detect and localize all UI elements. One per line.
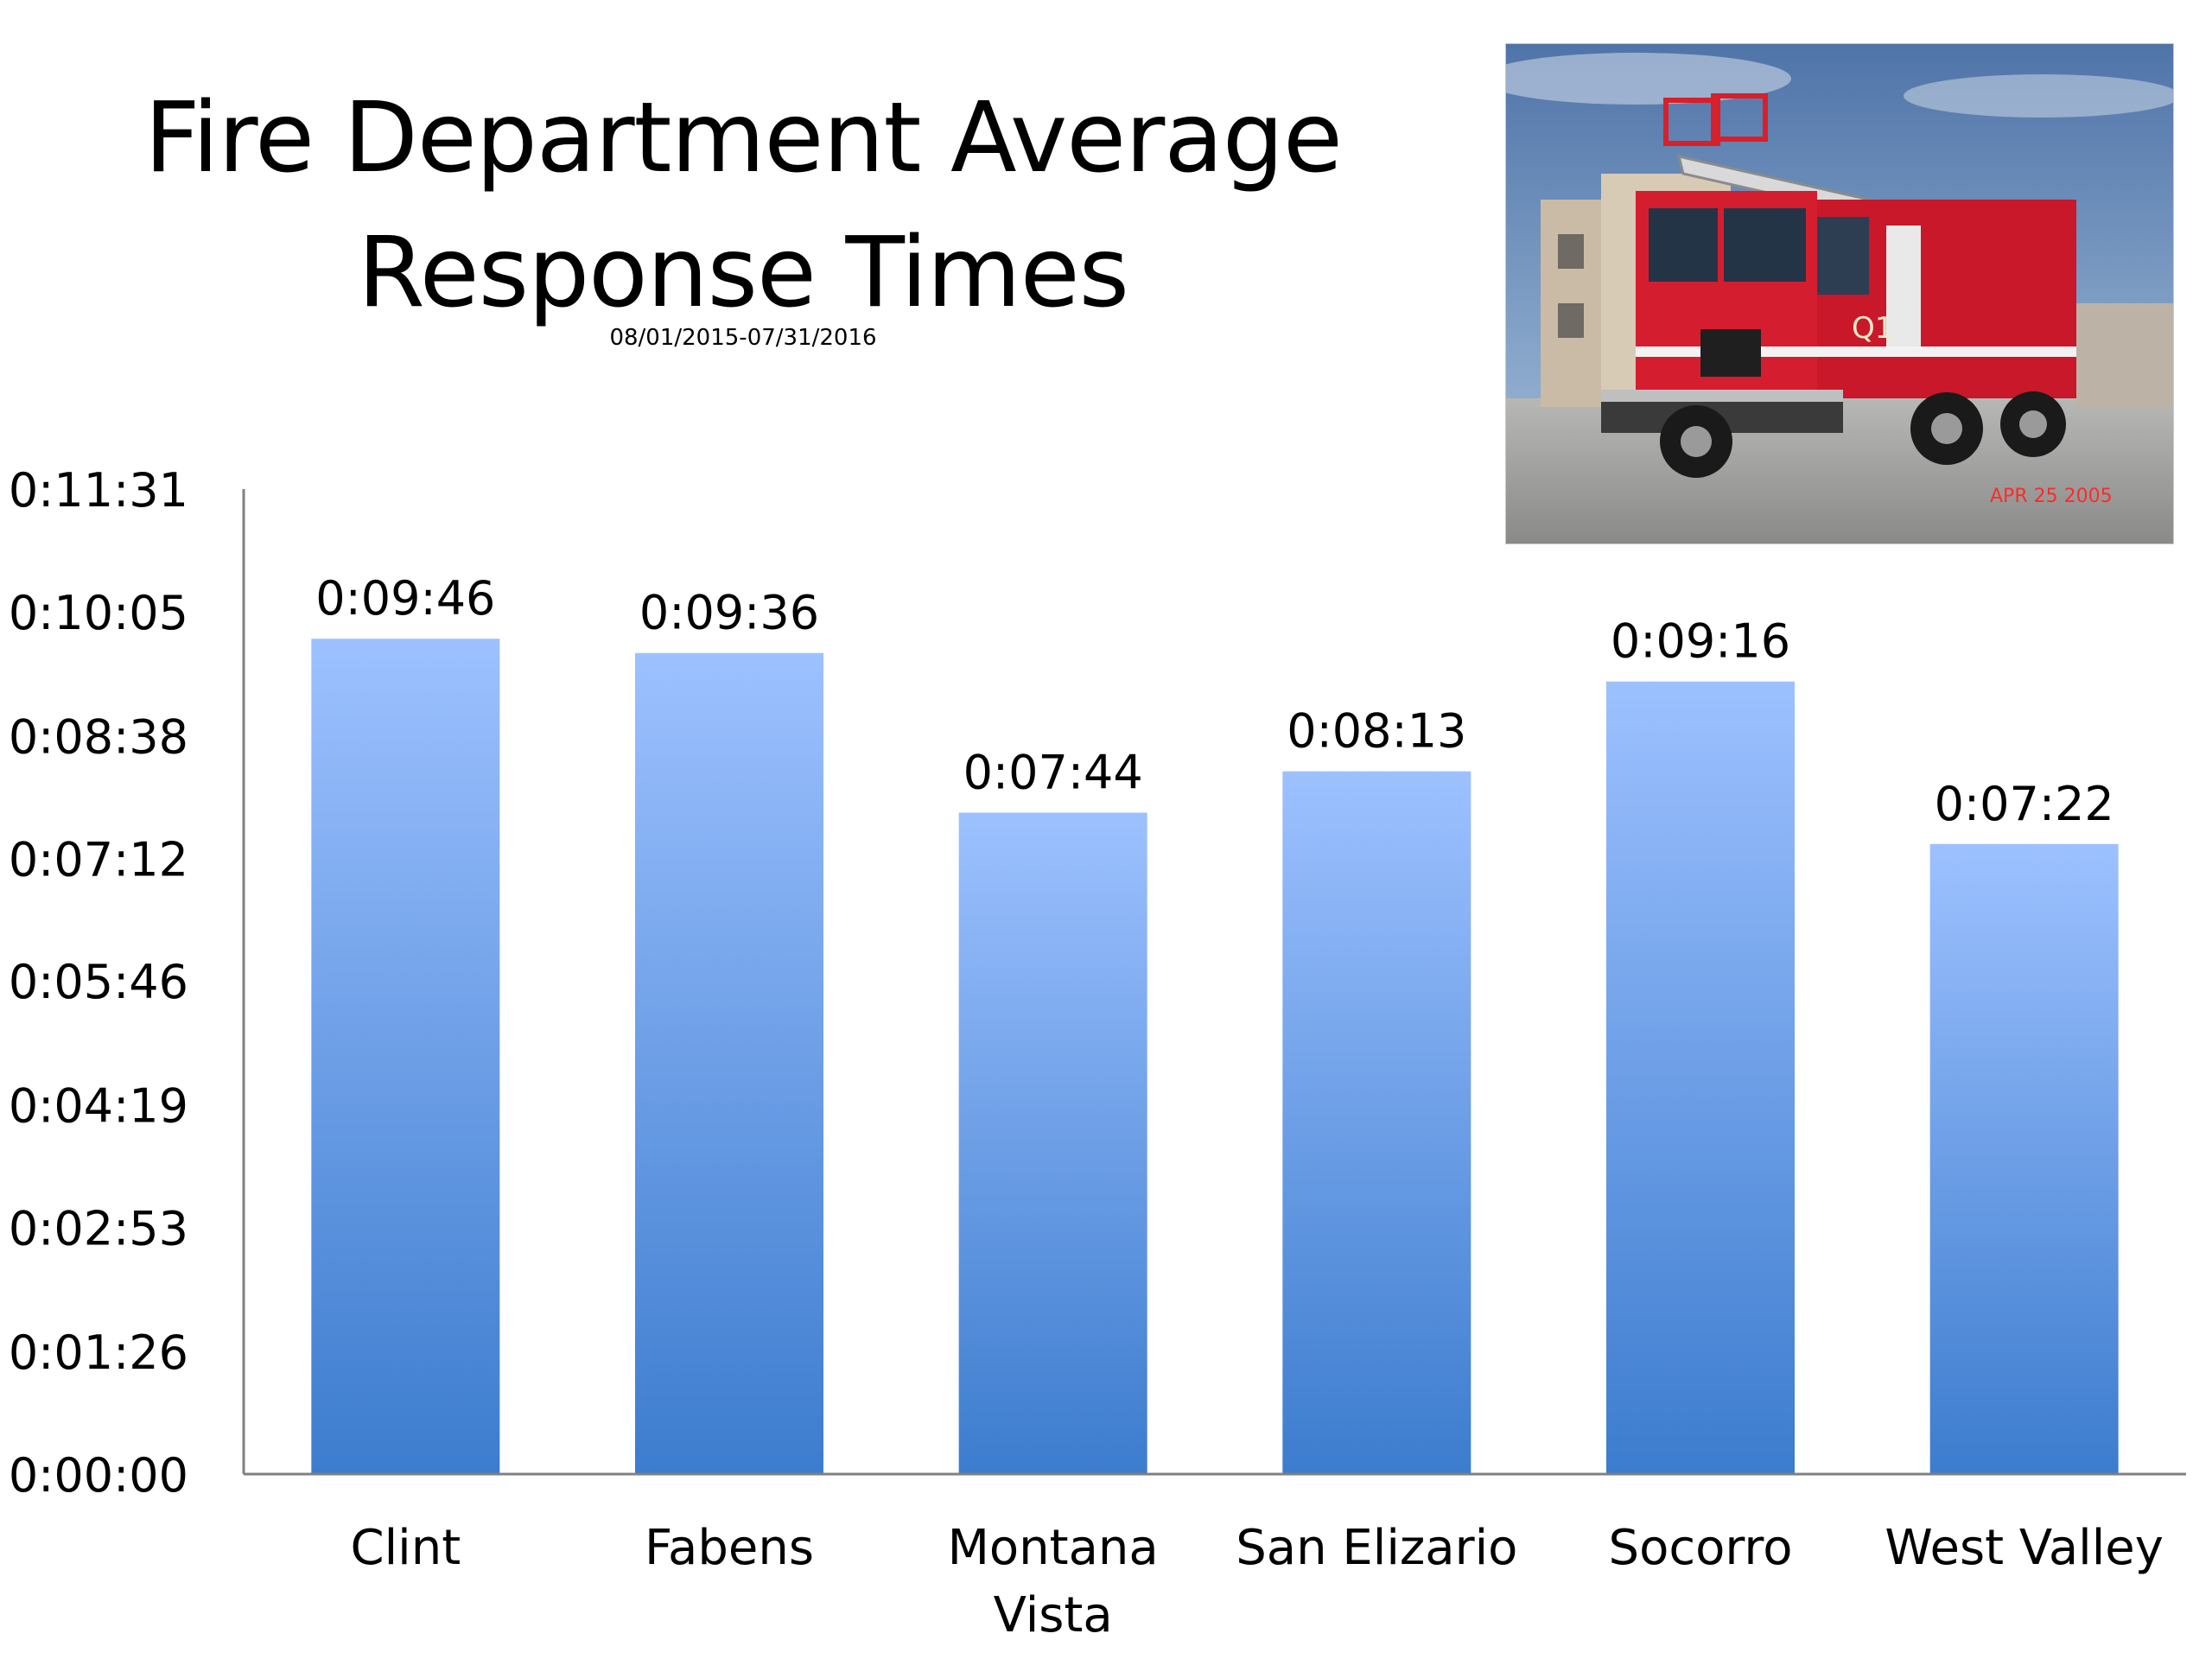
y-tick-label: 0:01:26 (9, 1325, 188, 1380)
y-tick-label: 0:04:19 (9, 1079, 188, 1134)
y-tick-label: 0:07:12 (9, 832, 188, 887)
x-category-label: Clint (350, 1520, 461, 1576)
bars-group (311, 639, 2119, 1474)
x-category-label: West Valley (1885, 1520, 2163, 1576)
photo-date-stamp: APR 25 2005 (1990, 486, 2113, 507)
y-tick-label: 0:02:53 (9, 1202, 188, 1256)
fire-truck-illustration: Q1 APR 25 2005 (1506, 44, 2173, 543)
y-tick-label: 0:11:31 (9, 463, 188, 518)
x-category-label: San Elizario (1236, 1520, 1517, 1576)
y-tick-label: 0:08:38 (9, 709, 188, 764)
y-tick-label: 0:05:46 (9, 955, 188, 1009)
title-line-1: Fire Department Average (144, 82, 1343, 194)
truck-number: Q1 (1852, 311, 1893, 346)
x-axis-categories: Clint Fabens Montana Vista San Elizario Socor… (350, 1520, 2163, 1643)
x-category-label: Socorro (1609, 1520, 1793, 1576)
x-category-label: Montana Vista (948, 1520, 1159, 1643)
y-tick-label: 0:00:00 (9, 1448, 188, 1503)
bar-san-elizario (1282, 771, 1471, 1474)
data-label: 0:07:44 (963, 746, 1143, 800)
data-labels: 0:09:46 0:09:36 0:07:44 0:08:13 0:09:16 0:07:… (315, 571, 2114, 831)
bar-west-valley (1929, 843, 2119, 1474)
y-axis-ticks: 0:00:00 0:01:26 0:02:53 0:04:19 0:05:46 0:07:… (9, 463, 188, 1503)
bar-socorro (1606, 681, 1795, 1474)
chart-subtitle: 08/01/2015-07/31/2016 (609, 325, 877, 351)
x-category-label: Fabens (645, 1520, 814, 1576)
data-label: 0:09:46 (315, 571, 495, 626)
fire-truck-photo: Q1 APR 25 2005 (1505, 43, 2174, 544)
data-label: 0:09:36 (639, 586, 819, 640)
data-label: 0:09:16 (1611, 614, 1790, 669)
data-label: 0:08:13 (1287, 704, 1466, 759)
bar-clint (311, 639, 500, 1474)
title-line-2: Response Times (358, 217, 1129, 329)
bar-fabens (635, 652, 823, 1474)
bar-montana-vista (958, 812, 1147, 1474)
chart-title: Fire Department Average Response Times (95, 71, 1391, 340)
data-label: 0:07:22 (1935, 777, 2114, 831)
y-tick-label: 0:10:05 (9, 586, 188, 640)
